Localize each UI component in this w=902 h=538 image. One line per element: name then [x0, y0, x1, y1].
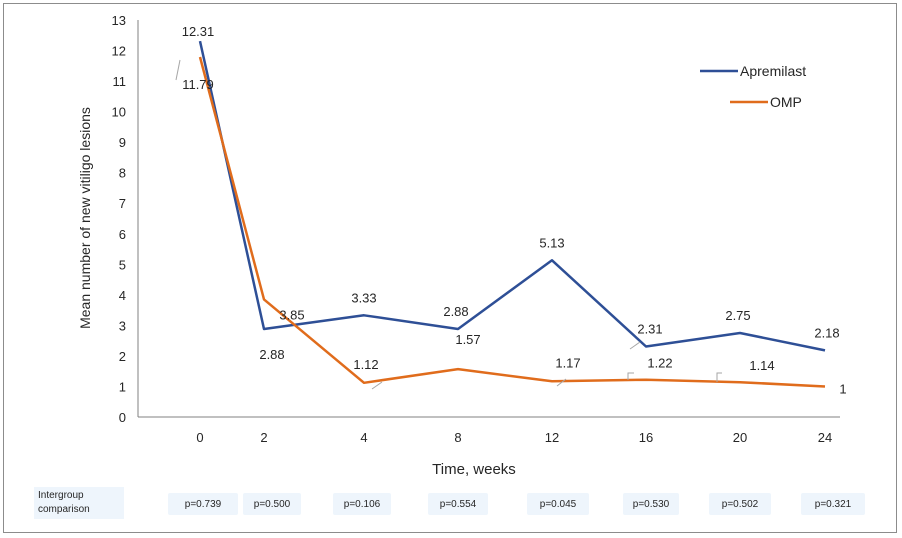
- legend: Apremilast OMP: [700, 63, 806, 110]
- pvalue-box: p=0.502: [709, 493, 771, 515]
- y-tick-label: 4: [119, 288, 126, 303]
- x-tick-label: 16: [639, 430, 653, 445]
- y-tick-label: 6: [119, 227, 126, 242]
- label-leader-line: [556, 378, 567, 387]
- y-tick-label: 0: [119, 410, 126, 425]
- pvalue-box: p=0.106: [333, 493, 391, 515]
- label-leader-line: [371, 381, 383, 390]
- pvalue-box: p=0.500: [243, 493, 301, 515]
- y-tick-label: 8: [119, 166, 126, 181]
- data-label: 1.57: [455, 332, 480, 347]
- intergroup-comparison-label: Intergroup comparison: [34, 487, 124, 519]
- data-label: 2.31: [637, 321, 662, 336]
- pvalue-box: p=0.530: [623, 493, 679, 515]
- x-tick-label: 24: [818, 430, 832, 445]
- x-tick-label: 4: [360, 430, 367, 445]
- label-leader-line: [629, 341, 641, 350]
- data-label: 2.18: [814, 325, 839, 340]
- y-tick-label: 3: [119, 318, 126, 333]
- data-label: 2.88: [259, 347, 284, 362]
- label-leader-line: [175, 59, 181, 81]
- x-tick-label: 12: [545, 430, 559, 445]
- label-leader-line: [716, 372, 722, 382]
- data-label: 2.88: [443, 304, 468, 319]
- x-tick-label: 2: [260, 430, 267, 445]
- data-label: 1: [839, 381, 846, 396]
- pvalue-box: p=0.321: [801, 493, 865, 515]
- data-label: 12.31: [182, 24, 215, 39]
- data-labels: 12.31 2.88 3.33 2.88 5.13 2.31 2.75 2.18 11.79 3.…: [175, 24, 847, 396]
- data-label: 1.12: [353, 357, 378, 372]
- series-line-apremilast: [198, 40, 826, 352]
- data-label: 2.75: [725, 308, 750, 323]
- y-tick-label: 10: [112, 105, 126, 120]
- data-label: 1.22: [647, 356, 672, 371]
- x-tick-label: 8: [454, 430, 461, 445]
- data-label: 3.33: [351, 290, 376, 305]
- y-tick-label: 12: [112, 44, 126, 59]
- y-axis-title: Mean number of new vitiligo lesions: [77, 107, 93, 329]
- y-tick-label: 13: [112, 13, 126, 28]
- data-label: 11.79: [182, 77, 214, 92]
- figure-frame: [3, 3, 897, 533]
- y-tick-label: 2: [119, 349, 126, 364]
- y-tick-label: 7: [119, 196, 126, 211]
- legend-label-omp: OMP: [770, 94, 802, 110]
- series-layer: [198, 40, 826, 388]
- data-label: 5.13: [539, 235, 564, 250]
- pvalue-box: p=0.554: [428, 493, 488, 515]
- series-line-omp: [198, 56, 826, 388]
- label-leader-line: [627, 372, 634, 380]
- data-label: 1.14: [749, 358, 774, 373]
- y-tick-label: 5: [119, 257, 126, 272]
- y-tick-label: 1: [119, 379, 126, 394]
- y-tick-label: 9: [119, 135, 126, 150]
- x-tick-label: 0: [196, 430, 203, 445]
- data-label: 1.17: [555, 355, 580, 370]
- pvalue-box: p=0.045: [527, 493, 589, 515]
- data-label: 3.85: [279, 307, 304, 322]
- pvalue-box: p=0.739: [168, 493, 238, 515]
- x-axis-title: Time, weeks: [432, 461, 516, 478]
- y-tick-label: 11: [113, 74, 127, 89]
- legend-label-apremilast: Apremilast: [740, 63, 806, 79]
- x-axis: 0 2 4 8 12 16 20 24: [138, 416, 840, 445]
- x-tick-label: 20: [733, 430, 747, 445]
